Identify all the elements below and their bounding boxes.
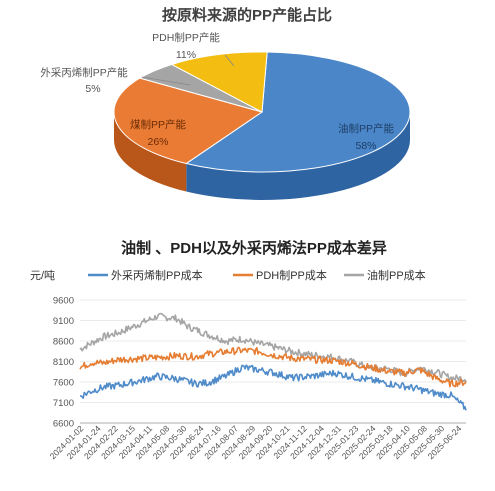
pie-chart-title: 按原料来源的PP产能占比 [162, 6, 332, 24]
legend-label-external: 外采丙烯制PP成本 [111, 268, 203, 282]
line-chart-title: 油制 、PDH以及外采丙烯法PP成本差异 [121, 239, 387, 257]
pie-pct-oil: 58% [355, 140, 376, 152]
x-axis-ticks: 2024-01-022024-01-242024-02-222024-03-15… [48, 423, 464, 461]
y-axis-ticks: 9600 9100 8600 8100 7600 7100 6600 [53, 296, 74, 430]
pie-slice-oil [185, 51, 411, 173]
legend-label-pdh: PDH制PP成本 [256, 268, 327, 282]
pie-slice-coal [113, 77, 264, 165]
pie-side-oil [186, 112, 410, 201]
pie-label-pdh: PDH制PP产能 [152, 31, 220, 44]
y-tick-label: 9600 [53, 296, 74, 307]
y-tick-label: 7600 [53, 378, 74, 389]
pie-slice-pdh [170, 51, 268, 113]
pie-leader-line-pdh [224, 54, 235, 67]
legend-label-oil: 油制PP成本 [367, 268, 426, 282]
legend: 外采丙烯制PP成本 PDH制PP成本 油制PP成本 [88, 268, 426, 282]
y-tick-label: 9100 [53, 316, 74, 327]
series-line-external [79, 364, 467, 411]
pie-leader-line-external [141, 76, 191, 86]
series-line-pdh [79, 346, 467, 388]
gridlines [80, 299, 466, 424]
y-tick-label: 8600 [53, 337, 74, 348]
y-tick-label: 8100 [53, 357, 74, 368]
line-series [79, 312, 467, 411]
y-tick-label: 7100 [53, 398, 74, 409]
pie-label-oil: 油制PP产能 [338, 122, 395, 135]
pie-label-coal: 煤制PP产能 [130, 118, 187, 131]
pie-pct-coal: 26% [147, 136, 168, 148]
pie-label-external-propylene: 外采丙烯制PP产能 [40, 66, 128, 79]
y-axis-unit: 元/吨 [30, 269, 55, 282]
y-tick-label: 6600 [53, 419, 74, 430]
pie-pct-external-propylene: 5% [85, 83, 100, 95]
pie-chart-3d [113, 51, 411, 201]
pie-pct-pdh: 11% [176, 49, 196, 61]
